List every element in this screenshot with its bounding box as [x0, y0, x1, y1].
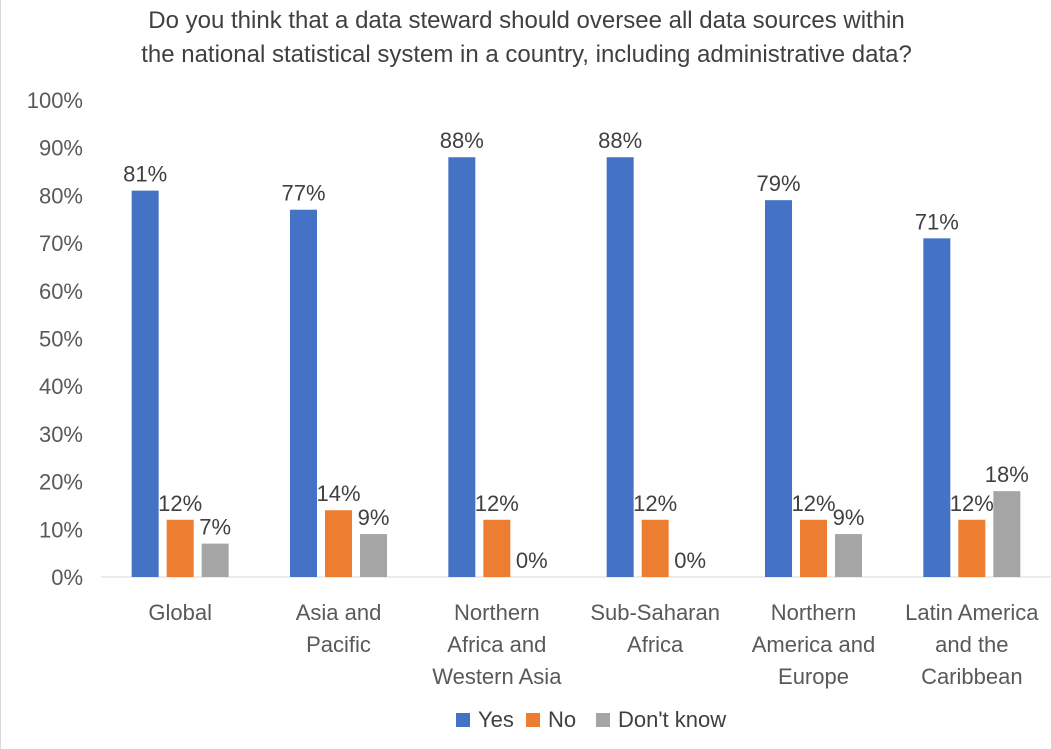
data-label: 12% — [633, 491, 677, 516]
data-label: 12% — [475, 491, 519, 516]
x-axis: Global Asia and Pacific Northern Africa and W… — [101, 577, 1051, 689]
data-label: 77% — [281, 181, 325, 206]
data-label: 12% — [158, 491, 202, 516]
bar-no — [958, 520, 985, 577]
bar-no — [167, 520, 194, 577]
data-label: 88% — [598, 128, 642, 153]
y-tick-label: 60% — [39, 279, 83, 304]
legend-label: Don't know — [618, 707, 726, 732]
data-label: 71% — [915, 209, 959, 234]
y-tick-label: 70% — [39, 231, 83, 256]
bar-no — [800, 520, 827, 577]
y-tick-label: 10% — [39, 517, 83, 542]
legend-label: Yes — [478, 707, 514, 732]
x-category-label: Asia and Pacific — [296, 600, 382, 657]
y-tick-label: 30% — [39, 422, 83, 447]
data-label: 14% — [316, 481, 360, 506]
x-category-label-line: Asia and — [296, 600, 382, 625]
x-category-label-line: Global — [148, 600, 212, 625]
x-category-label: Latin America and the Caribbean — [905, 600, 1039, 689]
bar-don-t-know — [835, 534, 862, 577]
legend: Yes No Don't know — [456, 707, 726, 732]
x-category-label-line: Pacific — [306, 632, 371, 657]
x-category-label-line: Latin America — [905, 600, 1039, 625]
y-tick-label: 50% — [39, 327, 83, 352]
bar-yes — [448, 157, 475, 577]
x-category-label-line: America and — [752, 632, 876, 657]
y-tick-label: 80% — [39, 183, 83, 208]
data-label: 7% — [199, 515, 231, 540]
data-label: 9% — [833, 505, 865, 530]
data-label: 12% — [791, 491, 835, 516]
x-category-label: Northern America and Europe — [752, 600, 876, 689]
x-category-label: Northern Africa and Western Asia — [432, 600, 562, 689]
legend-swatch — [456, 713, 470, 727]
x-category-label-line: Northern — [771, 600, 857, 625]
bar-yes — [765, 200, 792, 577]
bar-yes — [923, 238, 950, 577]
bar-no — [325, 510, 352, 577]
x-category-label: Global — [148, 600, 212, 625]
data-label: 0% — [674, 548, 706, 573]
x-category-label-line: Sub-Saharan — [590, 600, 720, 625]
bar-yes — [290, 210, 317, 577]
bar-no — [483, 520, 510, 577]
x-category-label-line: Caribbean — [921, 664, 1023, 689]
data-labels: 81%12%7%77%14%9%88%12%0%88%12%0%79%12%9%… — [123, 128, 1029, 573]
x-category-label-line: Europe — [778, 664, 849, 689]
data-label: 88% — [440, 128, 484, 153]
bar-yes — [132, 191, 159, 577]
bar-yes — [607, 157, 634, 577]
data-label: 81% — [123, 162, 167, 187]
y-tick-label: 90% — [39, 136, 83, 161]
bar-no — [642, 520, 669, 577]
bar-don-t-know — [202, 544, 229, 577]
y-tick-label: 0% — [51, 565, 83, 590]
x-category-label-line: Africa — [627, 632, 684, 657]
y-axis: 0% 10% 20% 30% 40% 50% 60% 70% 80% 90% 100% — [27, 88, 83, 590]
y-tick-label: 40% — [39, 374, 83, 399]
x-category-label-line: Northern — [454, 600, 540, 625]
x-category-label-line: Western Asia — [432, 664, 562, 689]
data-label: 0% — [516, 548, 548, 573]
legend-label: No — [548, 707, 576, 732]
y-tick-label: 100% — [27, 88, 83, 113]
y-tick-label: 20% — [39, 470, 83, 495]
data-label: 79% — [756, 171, 800, 196]
bar-don-t-know — [360, 534, 387, 577]
data-label: 18% — [985, 462, 1029, 487]
x-category-label-line: Africa and — [447, 632, 546, 657]
legend-swatch — [526, 713, 540, 727]
data-label: 9% — [358, 505, 390, 530]
x-category-label-line: and the — [935, 632, 1008, 657]
bars — [132, 157, 1021, 577]
x-category-label: Sub-Saharan Africa — [590, 600, 720, 657]
data-label: 12% — [950, 491, 994, 516]
legend-swatch — [596, 713, 610, 727]
bar-don-t-know — [993, 491, 1020, 577]
